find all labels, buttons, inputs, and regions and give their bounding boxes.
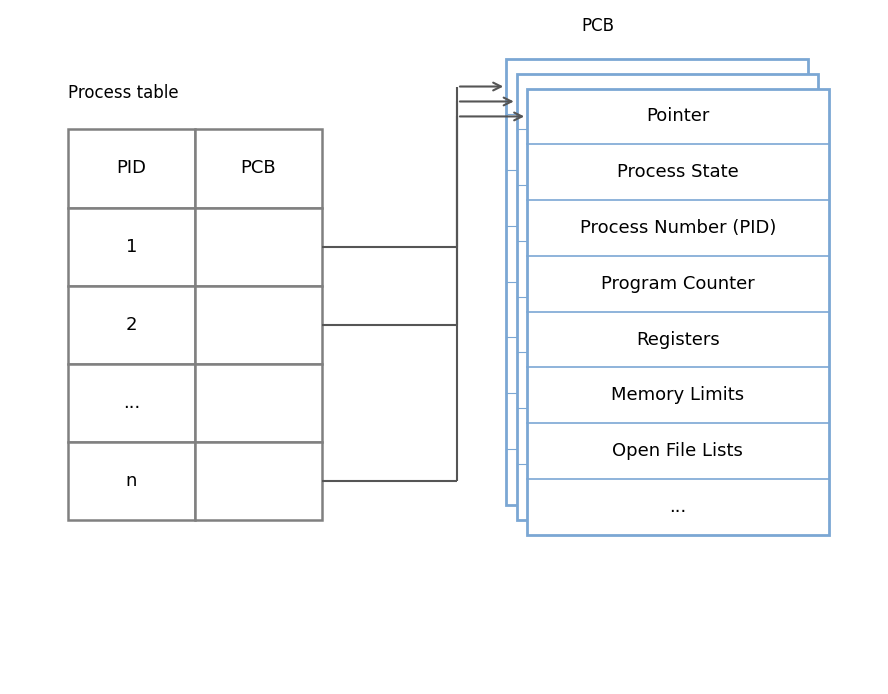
Bar xyxy=(68,208,194,286)
Text: Memory Limits: Memory Limits xyxy=(611,387,744,405)
Text: Program Counter: Program Counter xyxy=(601,275,755,293)
Text: PCB: PCB xyxy=(241,160,276,178)
Text: 2: 2 xyxy=(126,316,138,334)
Bar xyxy=(506,58,807,505)
Bar xyxy=(194,208,321,286)
Bar xyxy=(68,286,194,364)
Bar xyxy=(68,129,194,208)
Bar xyxy=(68,364,194,442)
Text: Process table: Process table xyxy=(68,84,178,102)
Bar xyxy=(194,129,321,208)
Text: Process Number (PID): Process Number (PID) xyxy=(580,219,776,237)
Text: PCB: PCB xyxy=(582,17,614,35)
Bar xyxy=(194,442,321,520)
Bar xyxy=(194,364,321,442)
Text: n: n xyxy=(126,473,137,491)
Text: Open File Lists: Open File Lists xyxy=(613,442,743,460)
Text: Pointer: Pointer xyxy=(646,108,710,126)
Text: Process State: Process State xyxy=(617,163,739,181)
Text: PID: PID xyxy=(116,160,147,178)
Bar xyxy=(68,442,194,520)
Text: Registers: Registers xyxy=(636,330,719,348)
Bar xyxy=(194,286,321,364)
Text: ...: ... xyxy=(670,498,686,516)
Text: ...: ... xyxy=(123,394,140,412)
Bar xyxy=(527,89,829,534)
Text: 1: 1 xyxy=(126,237,137,255)
Bar xyxy=(517,74,818,520)
